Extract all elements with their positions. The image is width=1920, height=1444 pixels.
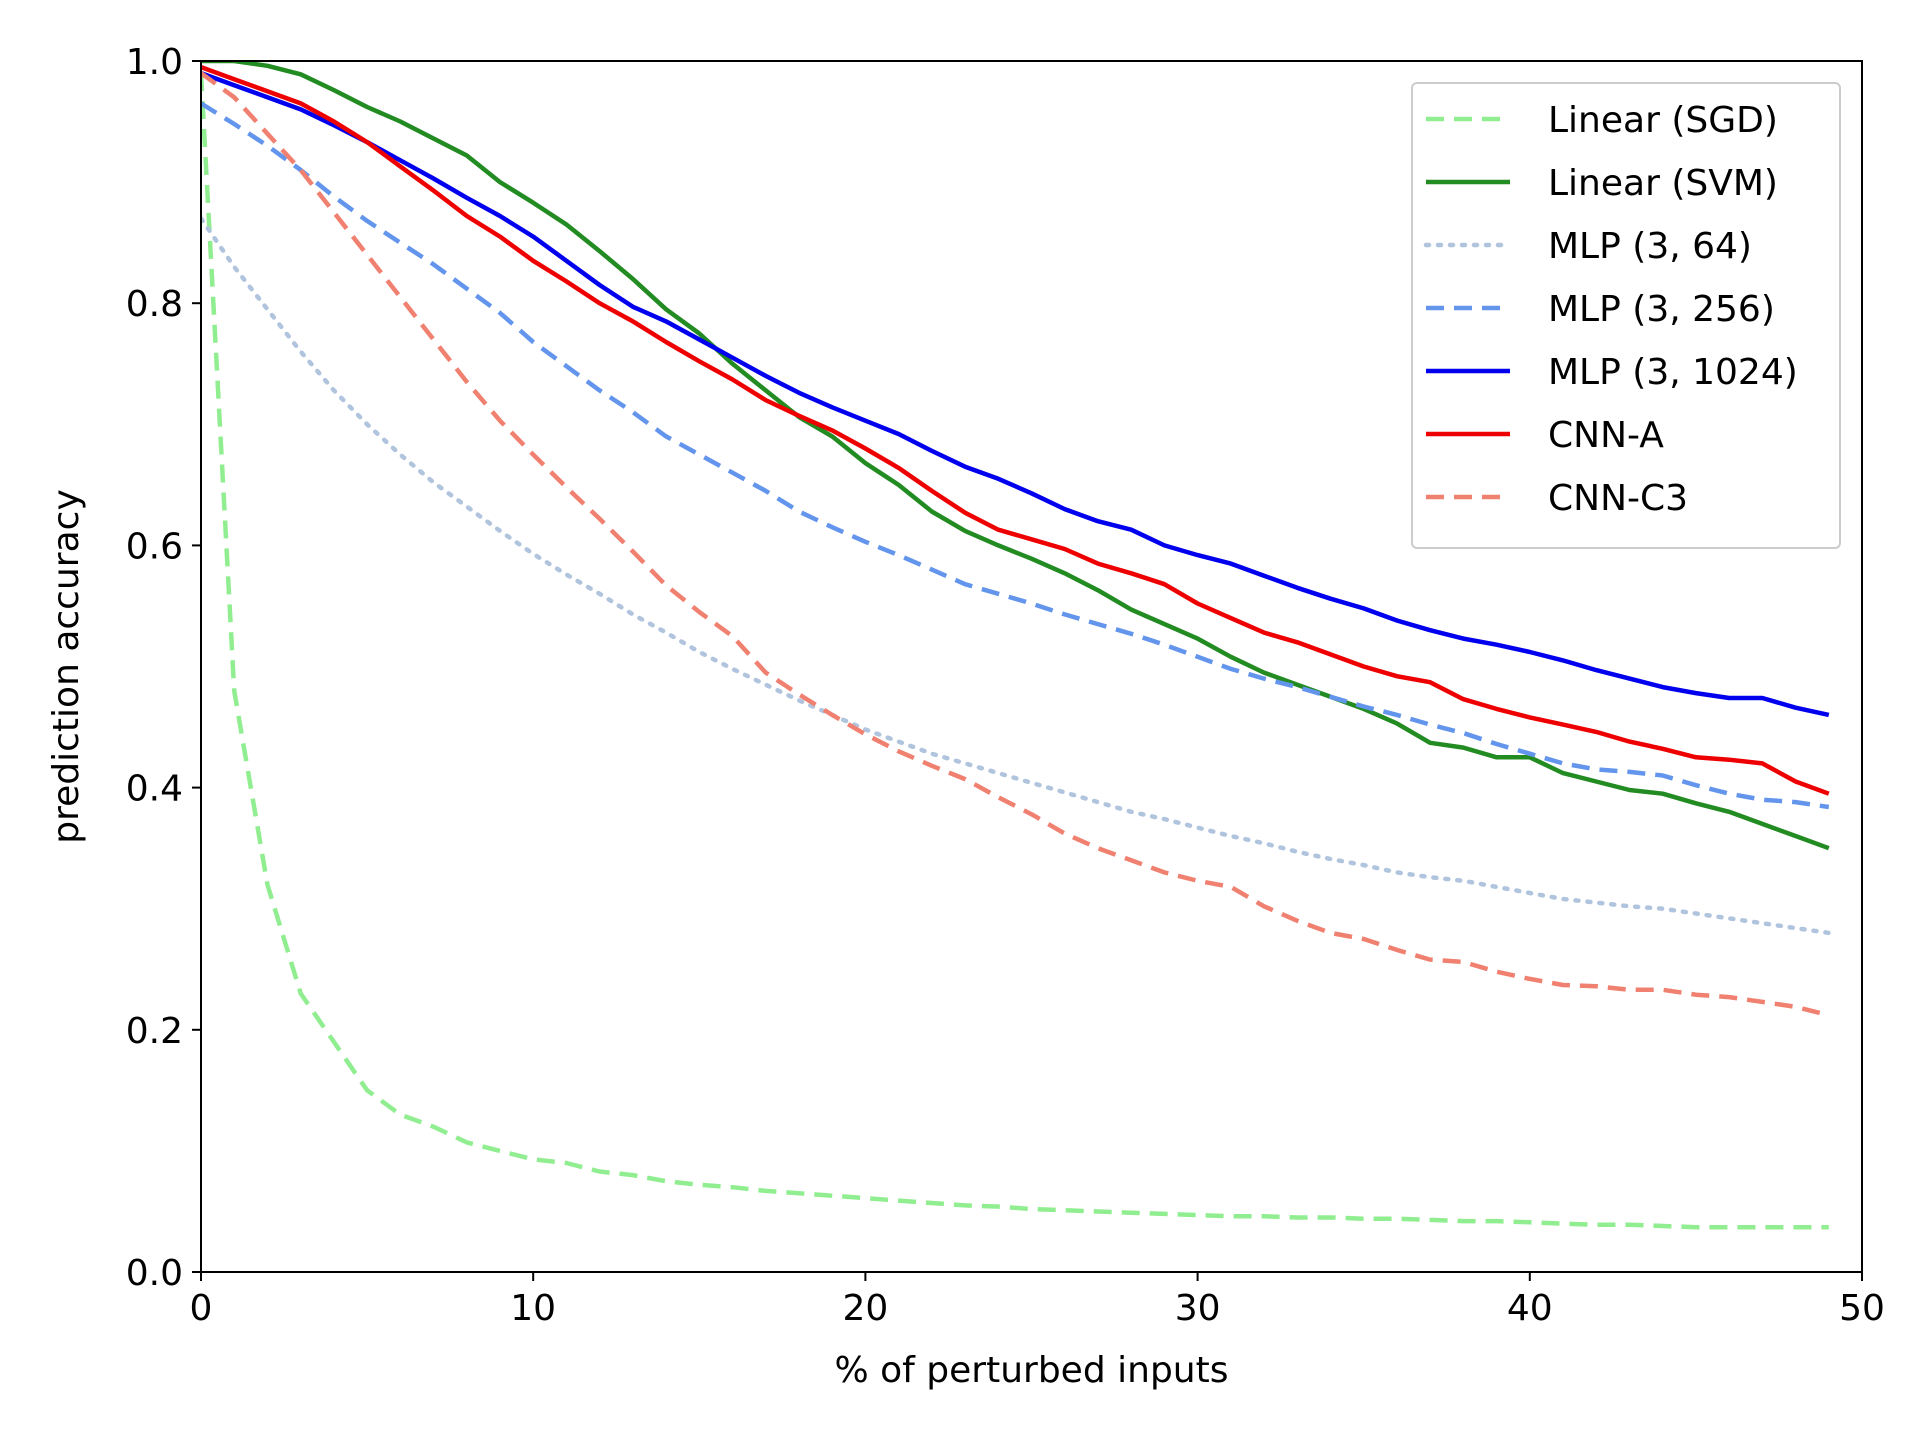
axes-layer: 0 10 20 30 40 50 0.0 0.2 0.4 0.6 0.8 1.0 % of pertur… xyxy=(46,42,1885,1391)
legend-label: Linear (SGD) xyxy=(1548,100,1778,141)
legend: Linear (SGD) Linear (SVM) MLP (3, 64) MLP (… xyxy=(1411,82,1841,549)
series-line-5 xyxy=(201,64,1830,796)
legend-label: CNN-A xyxy=(1548,415,1664,456)
series-line-0 xyxy=(201,72,1829,1230)
y-tick-label: 0.2 xyxy=(126,1011,183,1052)
legend-box xyxy=(1411,82,1841,549)
plot-frame xyxy=(200,60,1863,1273)
x-tick-label: 10 xyxy=(510,1288,556,1329)
legend-label: MLP (3, 1024) xyxy=(1548,352,1798,393)
x-axis-label: % of perturbed inputs xyxy=(835,1350,1229,1391)
y-tick-label: 1.0 xyxy=(126,42,183,83)
series-line-2 xyxy=(201,216,1832,936)
series-line-3 xyxy=(201,101,1830,810)
y-tick-label: 0.8 xyxy=(126,284,183,325)
series-line-4 xyxy=(201,70,1830,718)
legend-label: Linear (SVM) xyxy=(1548,163,1778,204)
y-tick-label: 0.6 xyxy=(126,526,183,567)
y-tick-label: 0.4 xyxy=(126,769,183,810)
series-layer xyxy=(201,61,1832,1230)
x-tick-label: 30 xyxy=(1175,1288,1221,1329)
series-line-1 xyxy=(201,61,1830,851)
y-tick-label: 0.0 xyxy=(126,1253,183,1294)
series-line-6 xyxy=(201,71,1830,1018)
x-tick-label: 40 xyxy=(1507,1288,1553,1329)
legend-label: CNN-C3 xyxy=(1548,478,1688,519)
legend-label: MLP (3, 256) xyxy=(1548,289,1775,330)
x-tick-label: 50 xyxy=(1839,1288,1885,1329)
x-tick-label: 20 xyxy=(842,1288,888,1329)
y-axis-label: prediction accuracy xyxy=(46,489,87,843)
legend-label: MLP (3, 64) xyxy=(1548,226,1752,267)
x-tick-label: 0 xyxy=(190,1288,213,1329)
